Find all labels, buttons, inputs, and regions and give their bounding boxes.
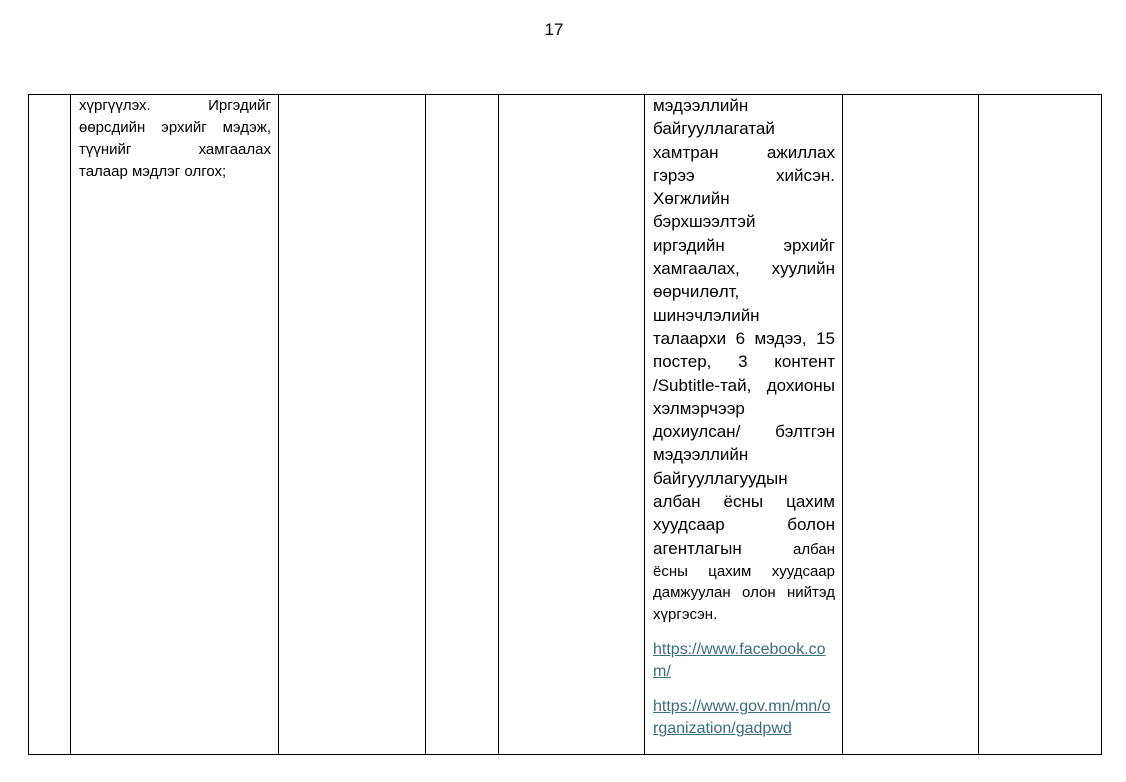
result-text-line: /Subtitle-тай, дохионы [653,375,835,395]
result-text-line: агентлагын албан [653,539,835,562]
reference-link-text[interactable]: m/ [653,663,671,681]
result-cell: мэдээллийн байгууллагатай хамтран ажиллах г… [653,96,835,753]
goal-text-line: түүнийг хамгаалах [79,141,271,158]
result-text-segment: агентлагын [653,538,742,558]
column-divider [425,95,426,754]
column-divider [278,95,279,754]
reference-link-text[interactable]: https://www.facebook.co [653,641,826,659]
result-text-line: хамтран ажиллах [653,142,835,162]
goal-text-line: талаар мэдлэг олгох; [79,163,227,180]
result-text-line: хамгаалах, хуулийн [653,259,835,279]
result-text-line: мэдээллийн [653,445,749,465]
result-text-line: өөрчилөлт, [653,282,740,302]
result-text-line: Хөгжлийн [653,189,730,209]
page-number: 17 [544,20,564,39]
result-text-line: ёсны цахим хуудсаар [653,562,835,580]
goal-text-line: хүргүүлэх. Иргэдийг [79,97,271,114]
goal-cell: хүргүүлэх. Иргэдийг өөрсдийн эрхийг мэдэж… [79,96,271,184]
result-text-line: гэрээ хийсэн. [653,165,835,185]
result-text-line: байгууллагуудын [653,468,788,488]
column-divider [644,95,645,754]
reference-link-text[interactable]: rganization/gadpwd [653,720,792,738]
result-text-line: дамжуулан олон нийтэд [653,584,835,602]
result-text-line: хэлмэрчээр [653,398,745,418]
reference-link[interactable]: https://www.facebook.co m/ [653,639,835,683]
result-text-line: иргэдийн эрхийг [653,235,835,255]
goal-text-line: өөрсдийн эрхийг мэдэж, [79,119,271,136]
result-text-line: албан ёсны цахим [653,492,835,512]
column-divider [70,95,71,754]
column-divider [842,95,843,754]
result-text-line: дохиулсан/ бэлтгэн [653,422,835,442]
result-text-line: байгууллагатай [653,119,775,139]
result-text-line: бэрхшээлтэй [653,212,756,232]
reference-link[interactable]: https://www.gov.mn/mn/o rganization/gadpw… [653,696,835,740]
result-text-line: постер, 3 контент [653,352,835,372]
result-text-segment: албан [793,540,835,558]
result-text-line: мэдээллийн [653,96,749,115]
result-text-line: талаархи 6 мэдээ, 15 [653,328,835,348]
result-text-line: шинэчлэлийн [653,305,760,325]
report-table: хүргүүлэх. Иргэдийг өөрсдийн эрхийг мэдэж… [28,94,1102,755]
result-text-line: хуудсаар болон [653,515,835,535]
column-divider [978,95,979,754]
column-divider [498,95,499,754]
result-text-line: хүргэсэн. [653,605,718,623]
reference-link-text[interactable]: https://www.gov.mn/mn/o [653,698,831,716]
